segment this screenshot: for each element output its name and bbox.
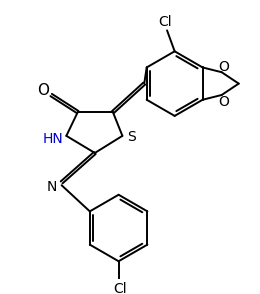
Text: O: O (37, 83, 50, 98)
Text: Cl: Cl (114, 282, 127, 294)
Text: S: S (127, 130, 136, 144)
Text: O: O (218, 59, 229, 74)
Text: Cl: Cl (158, 15, 172, 29)
Text: HN: HN (43, 132, 63, 146)
Text: N: N (47, 180, 57, 194)
Text: O: O (218, 95, 229, 109)
